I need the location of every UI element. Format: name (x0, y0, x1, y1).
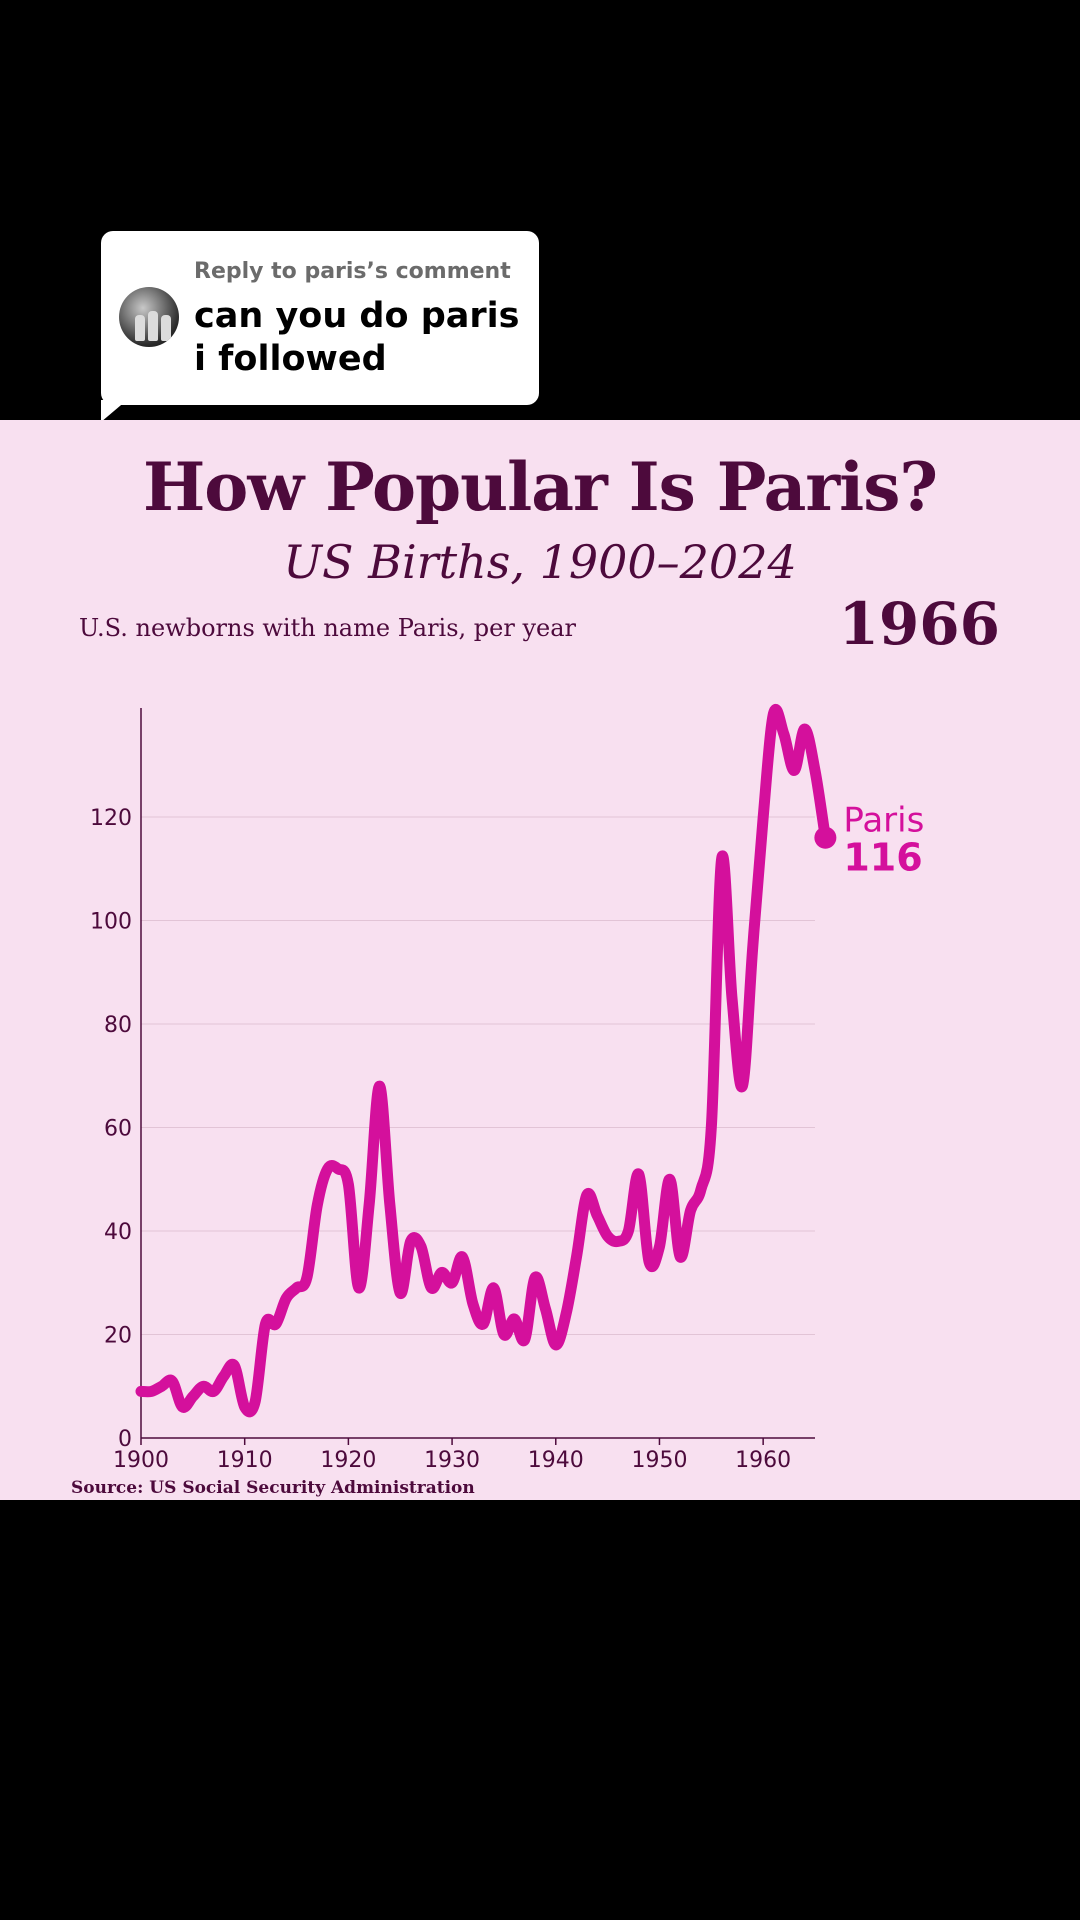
y-tick-label-120: 120 (90, 806, 132, 831)
reply-comment-card[interactable]: Reply to paris’s comment can you do pari… (101, 231, 539, 405)
y-tick-label-0: 0 (118, 1427, 132, 1452)
reply-comment-text: can you do paris i followed (194, 296, 520, 379)
chart-title: How Popular Is Paris? (142, 448, 938, 526)
series-end-point (814, 826, 837, 849)
reply-label: Reply to paris’s comment (194, 259, 511, 284)
chart-source: Source: US Social Security Administratio… (71, 1478, 475, 1498)
y-axis-description: U.S. newborns with name Paris, per year (79, 614, 577, 642)
commenter-avatar[interactable] (119, 287, 179, 347)
line-chart: 0 20 40 60 80 100 120 1900 1910 1920 1930 1940 1950 1… (90, 704, 924, 1473)
series-end-label-name: Paris (843, 801, 924, 841)
y-tick-label-80: 80 (104, 1013, 132, 1038)
y-tick-label-60: 60 (104, 1117, 132, 1142)
reply-card-tail (101, 400, 127, 422)
series-end-label-value: 116 (843, 836, 922, 880)
y-tick-label-20: 20 (104, 1324, 132, 1349)
x-tick-label-1930: 1930 (424, 1448, 480, 1473)
y-tick-label-40: 40 (104, 1220, 132, 1245)
x-tick-label-1950: 1950 (631, 1448, 687, 1473)
x-tick-label-1910: 1910 (217, 1448, 273, 1473)
chart-panel: How Popular Is Paris? US Births, 1900–20… (0, 420, 1080, 1500)
x-tick-label-1960: 1960 (735, 1448, 791, 1473)
x-tick-label-1900: 1900 (113, 1448, 169, 1473)
y-tick-label-100: 100 (90, 910, 132, 935)
x-tick-label-1920: 1920 (320, 1448, 376, 1473)
chart-subtitle: US Births, 1900–2024 (283, 535, 797, 589)
series-line-paris (135, 704, 831, 1418)
current-year-label: 1966 (838, 590, 1000, 658)
x-tick-label-1940: 1940 (528, 1448, 584, 1473)
